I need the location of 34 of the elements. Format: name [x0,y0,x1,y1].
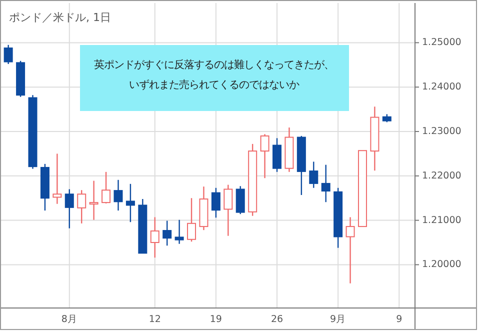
x-tick-label: 8月 [61,314,78,325]
candlestick [64,188,74,229]
x-tick-label: 19 [210,314,222,325]
x-tick-label: 26 [270,314,284,325]
y-tick-label: 1.25000 [422,37,462,48]
candlestick [4,44,13,65]
candlestick [114,179,123,212]
candlestick [260,134,270,179]
candlestick [52,153,62,204]
x-tick-label: 12 [148,314,161,325]
candlestick [224,184,233,236]
x-tick-label: 9月 [330,314,346,325]
y-tick-label: 1.23000 [422,126,462,137]
candlestick [236,186,245,215]
x-tick-label: 9 [396,314,402,325]
candlestick [187,198,196,242]
candlestick [272,138,282,173]
candlestick [77,190,86,224]
candlestick [162,220,172,246]
candlestick [309,161,318,188]
text: ポンド／米ドル, 1日 [9,11,111,24]
annotation: 英ポンドがすぐに反落するのは難しくなってきたが、いずれまた売られてくるのではないか [94,59,334,91]
y-tick-label: 1.24000 [422,82,462,93]
candlestick [150,216,160,258]
candlestick [89,180,98,220]
candlestick [126,183,135,223]
y-tick-label: 1.20000 [422,259,462,270]
candlestick [211,187,220,218]
candlestick [102,171,111,204]
candlestick [321,164,330,203]
candlestick [174,219,184,244]
candlestick [346,216,355,284]
y-tick-label: 1.22000 [422,170,462,182]
y-tick-label: 1.21000 [422,214,462,226]
